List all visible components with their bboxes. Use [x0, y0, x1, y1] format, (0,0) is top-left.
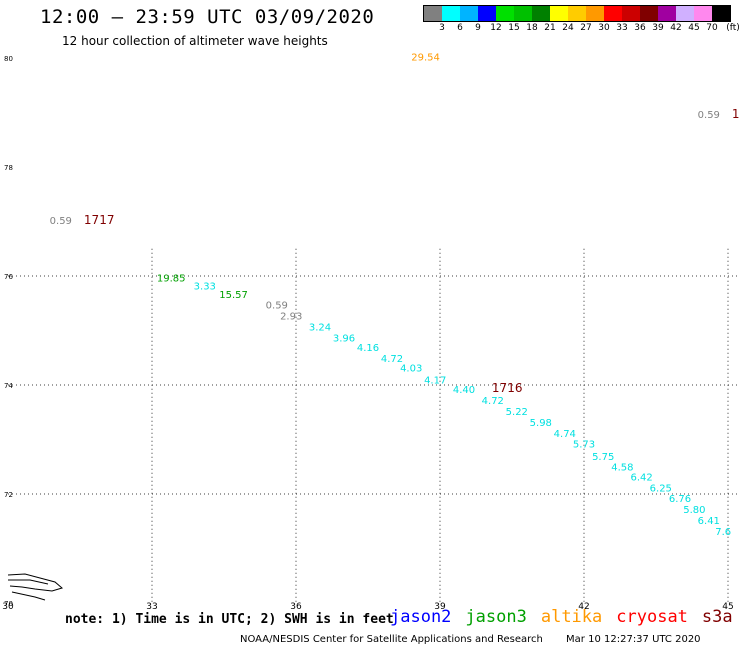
wave-height-label: 6.76	[669, 494, 691, 505]
footer: NOAA/NESDIS Center for Satellite Applica…	[240, 634, 721, 645]
wave-height-label: 0.59	[50, 216, 72, 227]
latitude-tick-label: 70	[4, 600, 13, 608]
latitude-tick-label: 74	[4, 382, 13, 390]
legend-tick-label: 24	[562, 23, 574, 33]
wave-height-label: 29.54	[411, 53, 440, 64]
legend-tick-label: 36	[634, 23, 646, 33]
pass-time-label: 1716	[492, 381, 523, 395]
wave-height-label: 5.73	[573, 440, 595, 451]
wave-height-label: 4.72	[381, 354, 403, 365]
legend-swatch	[550, 6, 568, 21]
mission-label-jason3: jason3	[465, 607, 527, 627]
coastline	[7, 573, 64, 601]
wave-height-label: 3.24	[309, 323, 331, 334]
wave-height-label: 2.93	[280, 312, 302, 323]
latitude-tick-label: 72	[4, 491, 13, 499]
wave-height-label: 6.41	[698, 516, 720, 527]
legend-tick-label: 12	[490, 23, 502, 33]
legend-tick-label: 33	[616, 23, 628, 33]
legend-swatch	[676, 6, 694, 21]
legend-swatch	[442, 6, 460, 21]
wave-height-label: 3.96	[333, 333, 355, 344]
legend-swatch	[478, 6, 496, 21]
map-subtitle: 12 hour collection of altimeter wave hei…	[62, 34, 328, 48]
legend-ticks: 3 6 9 12 15 18 21 24 27 30 33 36 39 42 45 70 (ft)	[423, 23, 740, 35]
legend-swatch	[586, 6, 604, 21]
legend-tick-label: 6	[457, 23, 463, 33]
legend-swatches	[423, 5, 731, 22]
latitude-tick-label: 80	[4, 55, 13, 63]
longitude-tick-label: 45	[722, 602, 733, 612]
wave-height-label: 5.98	[530, 418, 552, 429]
legend-swatch	[424, 6, 442, 21]
latitude-tick-label: 76	[4, 273, 13, 281]
legend-tick-label: 42	[670, 23, 682, 33]
latitude-labels: 70 72 74 76 78 80	[4, 55, 13, 608]
footer-org: NOAA/NESDIS Center for Satellite Applica…	[240, 634, 543, 645]
legend-swatch	[694, 6, 712, 21]
legend-tick-label: 45	[688, 23, 700, 33]
wave-height-label: 4.40	[453, 385, 475, 396]
mission-legend: jason2 jason3 altika cryosat s3a	[390, 607, 740, 627]
longitude-tick-label: 42	[578, 602, 589, 612]
latitude-tick-label: 78	[4, 164, 13, 172]
legend-swatch	[460, 6, 478, 21]
wave-height-label: 4.16	[357, 343, 379, 354]
legend-swatch	[622, 6, 640, 21]
legend-tick-label: 39	[652, 23, 664, 33]
mission-label-altika: altika	[540, 607, 603, 627]
pass-time-label: 1537	[732, 107, 740, 121]
legend-swatch	[712, 6, 730, 21]
legend-swatch	[514, 6, 532, 21]
wave-height-label: 4.74	[554, 429, 576, 440]
wave-height-label: 19.85	[157, 273, 186, 284]
wave-height-label: 4.72	[482, 396, 504, 407]
legend-tick-label: 3	[439, 23, 445, 33]
longitude-tick-label: 30	[2, 602, 14, 612]
legend-tick-label: 21	[544, 23, 556, 33]
mission-label-jason2: jason2	[390, 607, 452, 627]
legend-swatch	[496, 6, 514, 21]
wave-height-label: 4.58	[611, 463, 633, 474]
wave-height-label: 0.59	[266, 301, 288, 312]
longitude-tick-label: 33	[146, 602, 157, 612]
color-scale-legend: 3 6 9 12 15 18 21 24 27 30 33 36 39 42 45 70 (ft)	[423, 5, 740, 35]
wave-height-label: 7.6	[715, 527, 731, 538]
observations-layer: 29.540.5915370.59171719.853.3315.570.592…	[50, 53, 740, 538]
map-title: 12:00 – 23:59 UTC 03/09/2020	[40, 6, 375, 28]
legend-tick-label: 18	[526, 23, 538, 33]
mission-label-cryosat: cryosat	[616, 607, 688, 627]
legend-tick-label: 70	[706, 23, 718, 33]
wave-height-label: 5.75	[592, 452, 614, 463]
pass-time-label: 1717	[84, 213, 115, 227]
wave-height-label: 6.25	[650, 483, 672, 494]
wave-height-label: 4.17	[424, 375, 446, 386]
footer-timestamp: Mar 10 12:27:37 UTC 2020	[566, 634, 701, 645]
wave-height-label: 15.57	[219, 290, 248, 301]
footnote: note: 1) Time is in UTC; 2) SWH is in fe…	[65, 612, 394, 627]
legend-tick-label: 30	[598, 23, 610, 33]
wave-height-label: 5.80	[683, 505, 705, 516]
legend-swatch	[604, 6, 622, 21]
longitude-tick-label: 36	[290, 602, 302, 612]
wave-height-label: 6.42	[630, 472, 652, 483]
legend-tick-label: 27	[580, 23, 592, 33]
legend-swatch	[568, 6, 586, 21]
legend-tick-label: 9	[475, 23, 481, 33]
mission-label-s3a: s3a	[701, 607, 733, 627]
wave-height-label: 4.03	[400, 363, 422, 374]
legend-swatch	[658, 6, 676, 21]
legend-tick-label: 15	[508, 23, 520, 33]
longitude-tick-label: 39	[434, 602, 446, 612]
wave-height-label: 3.33	[194, 282, 216, 293]
wave-height-label: 0.59	[698, 110, 720, 121]
legend-unit-label: (ft)	[726, 23, 740, 33]
legend-swatch	[640, 6, 658, 21]
longitude-labels: 30 33 36 39 42 45	[2, 602, 733, 612]
wave-height-label: 5.22	[506, 407, 528, 418]
legend-swatch	[532, 6, 550, 21]
